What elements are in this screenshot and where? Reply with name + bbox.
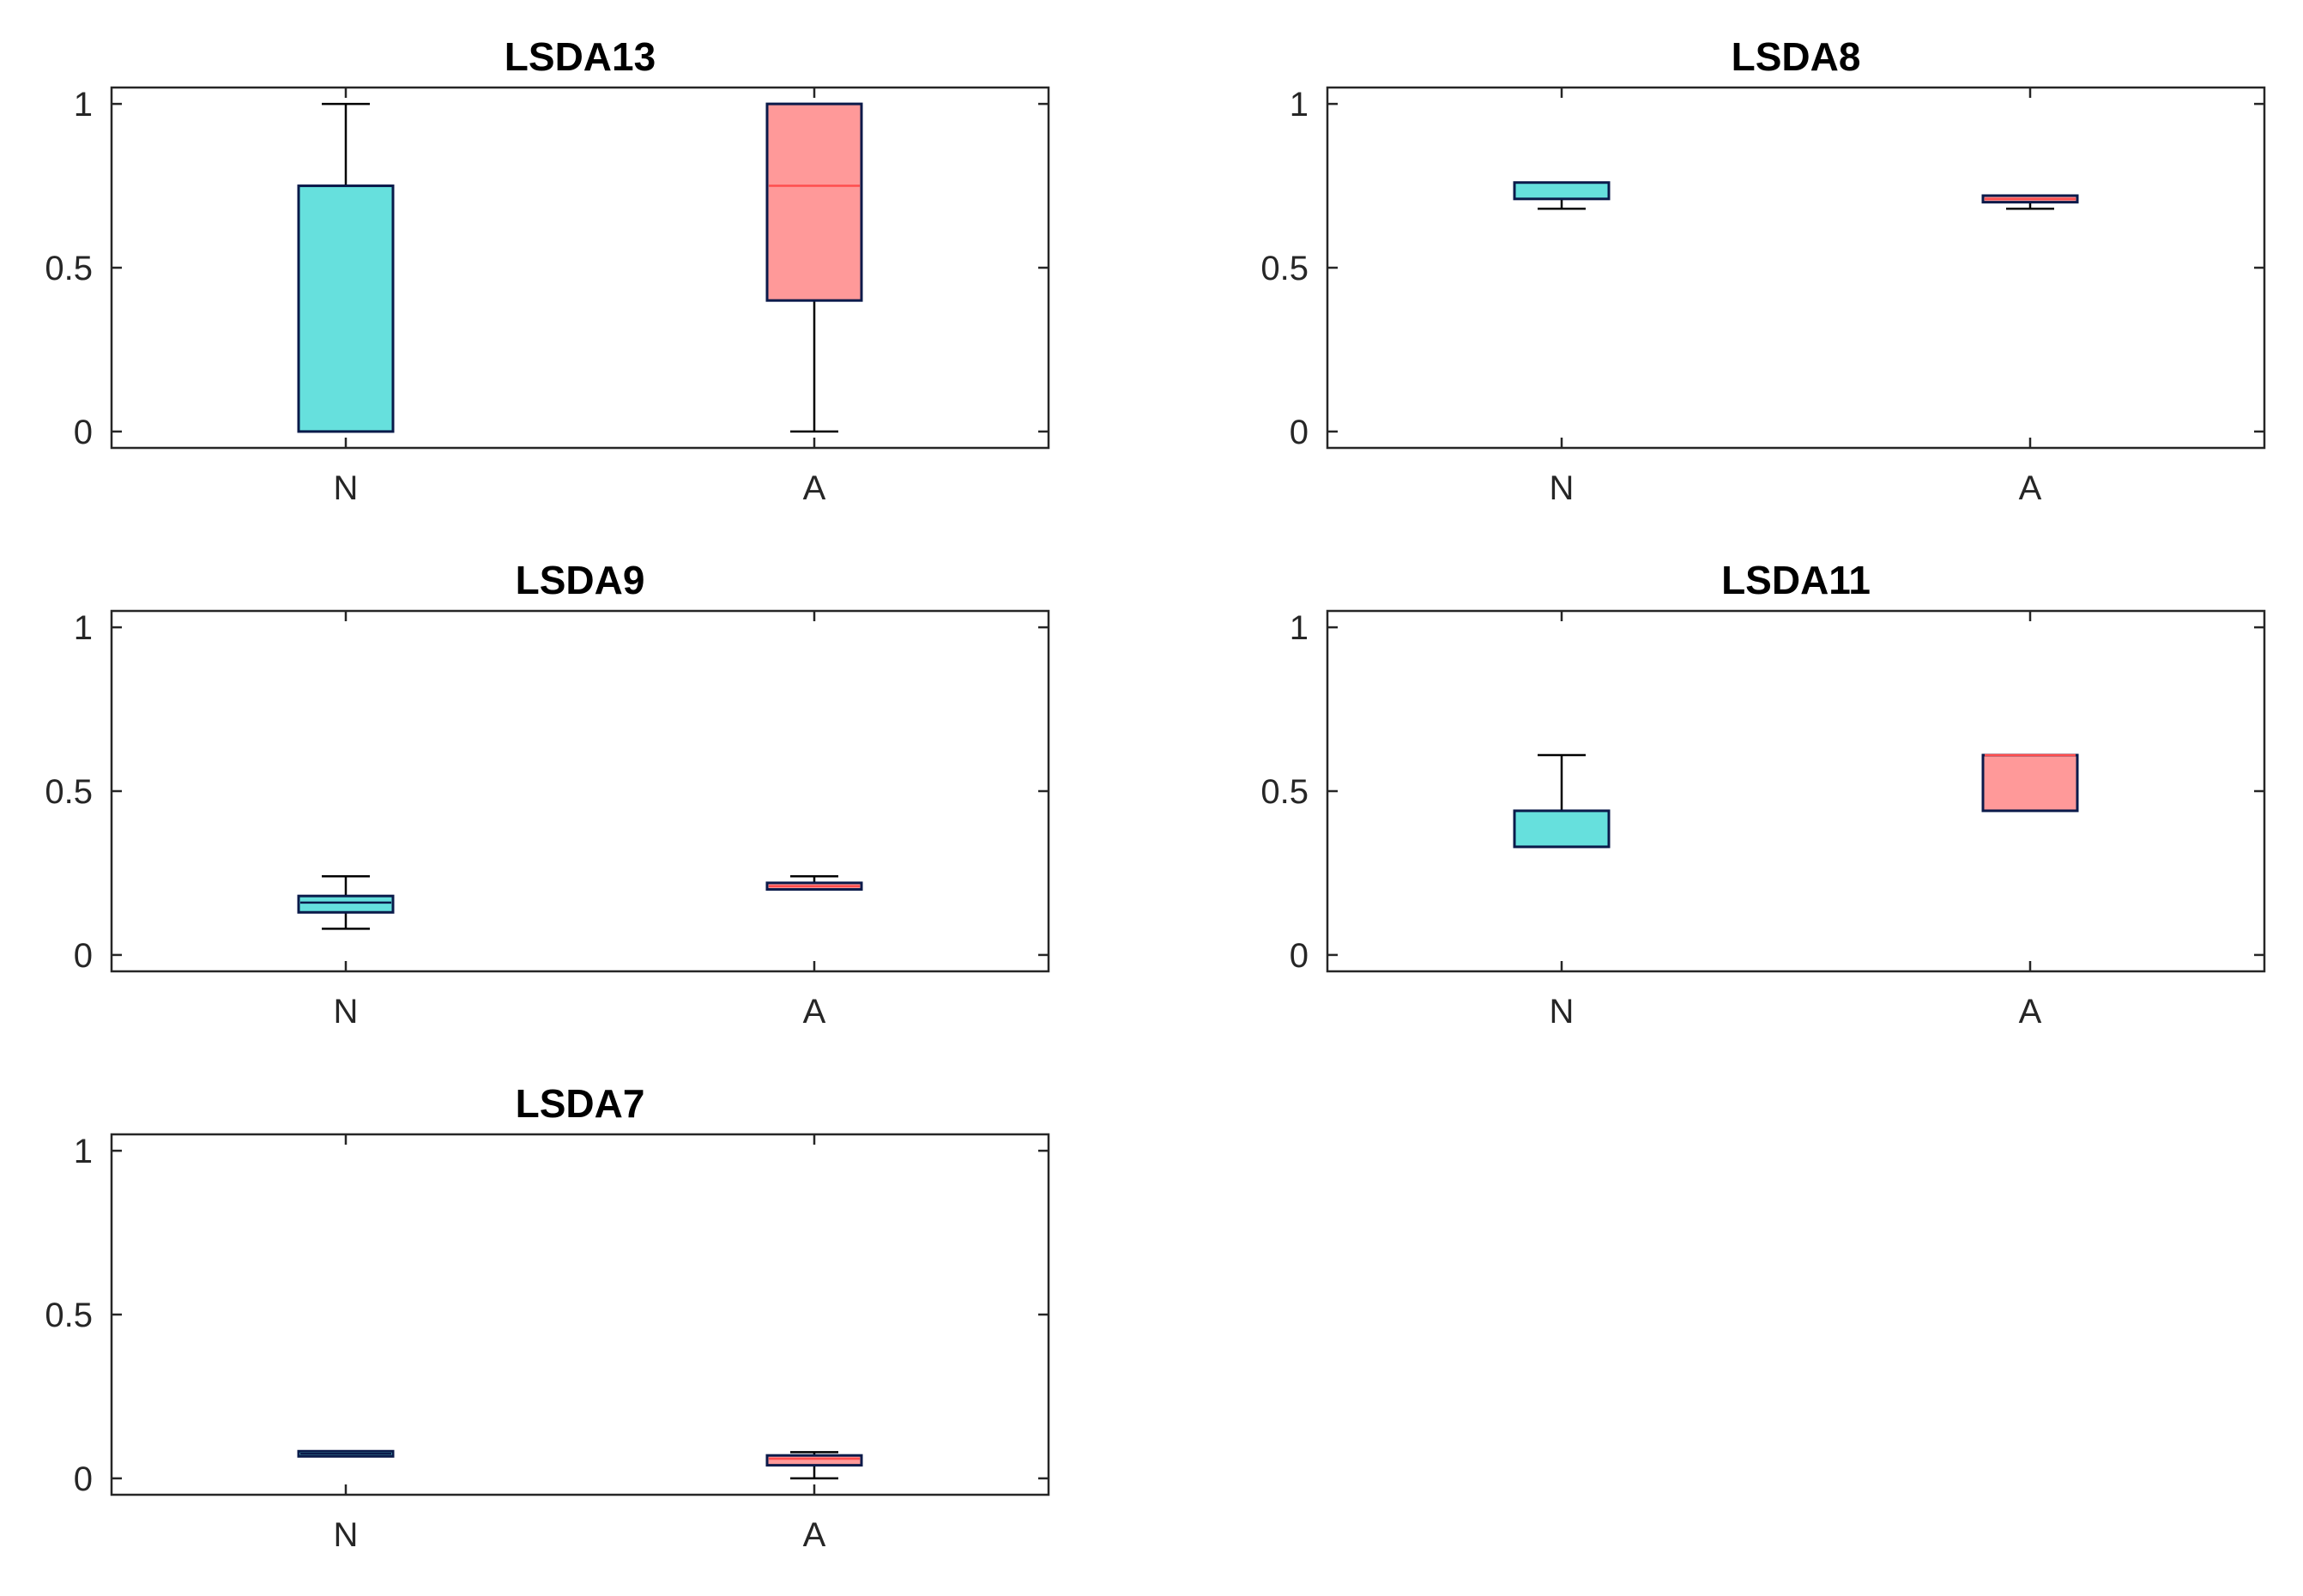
plot-frame <box>110 86 1050 450</box>
y-tick-label: 0.5 <box>45 1297 93 1334</box>
box-n <box>297 1449 395 1458</box>
y-tick-label: 1 <box>1290 86 1309 124</box>
x-tick-label-n: N <box>334 1516 359 1554</box>
box-n <box>297 102 395 433</box>
plot-frame <box>110 609 1050 973</box>
subplot-lsda13: LSDA13 0 0.5 1 N A <box>45 34 1050 507</box>
x-tick-label-n: N <box>334 469 359 507</box>
box-a <box>1981 753 2079 813</box>
subplot-title: LSDA13 <box>505 34 656 79</box>
y-tick-label: 1 <box>1290 609 1309 647</box>
subplot-title: LSDA8 <box>1732 34 1861 79</box>
subplot-lsda11: LSDA11 0 0.5 1 N A <box>1260 558 2266 1031</box>
iqr-box <box>765 1454 863 1467</box>
subplot-title: LSDA7 <box>516 1081 645 1126</box>
y-tick-label: 0.5 <box>45 250 93 287</box>
subplot-title: LSDA9 <box>516 558 645 602</box>
y-tick-label: 1 <box>74 609 93 647</box>
plot-frame <box>110 1133 1050 1496</box>
x-tick-label-a: A <box>2019 993 2042 1031</box>
y-tick-label: 0 <box>74 1460 93 1498</box>
box-a <box>765 875 863 892</box>
x-tick-label-a: A <box>2019 469 2042 507</box>
box-n <box>1513 753 1611 849</box>
x-tick-label-a: A <box>803 1516 826 1554</box>
box-a <box>765 102 863 433</box>
iqr-box <box>1513 809 1611 849</box>
subplot-lsda9: LSDA9 0 0.5 1 N A <box>45 558 1050 1031</box>
subplot-lsda8: LSDA8 0 0.5 1 N A <box>1260 34 2266 507</box>
subplot-title: LSDA11 <box>1721 558 1871 602</box>
iqr-box <box>297 894 395 914</box>
plot-frame <box>1326 609 2266 973</box>
box-n <box>297 875 395 930</box>
x-tick-label-n: N <box>1550 993 1575 1031</box>
box-a <box>765 1451 863 1480</box>
y-tick-label: 0 <box>1290 414 1309 451</box>
y-tick-label: 0.5 <box>1260 250 1309 287</box>
y-tick-label: 0 <box>1290 937 1309 975</box>
y-tick-label: 1 <box>74 86 93 124</box>
subplot-lsda7: LSDA7 0 0.5 1 N A <box>45 1081 1050 1554</box>
x-tick-label-n: N <box>1550 469 1575 507</box>
iqr-box <box>765 102 863 302</box>
y-tick-label: 1 <box>74 1133 93 1170</box>
y-tick-label: 0 <box>74 937 93 975</box>
box-a <box>1981 194 2079 210</box>
iqr-box <box>1981 753 2079 813</box>
box-n <box>1513 181 1611 210</box>
y-tick-label: 0 <box>74 414 93 451</box>
y-tick-label: 0.5 <box>45 773 93 811</box>
x-tick-label-n: N <box>334 993 359 1031</box>
x-tick-label-a: A <box>803 469 826 507</box>
iqr-box <box>1513 181 1611 201</box>
plot-frame <box>1326 86 2266 450</box>
y-tick-label: 0.5 <box>1260 773 1309 811</box>
x-tick-label-a: A <box>803 993 826 1031</box>
iqr-box <box>297 184 395 433</box>
